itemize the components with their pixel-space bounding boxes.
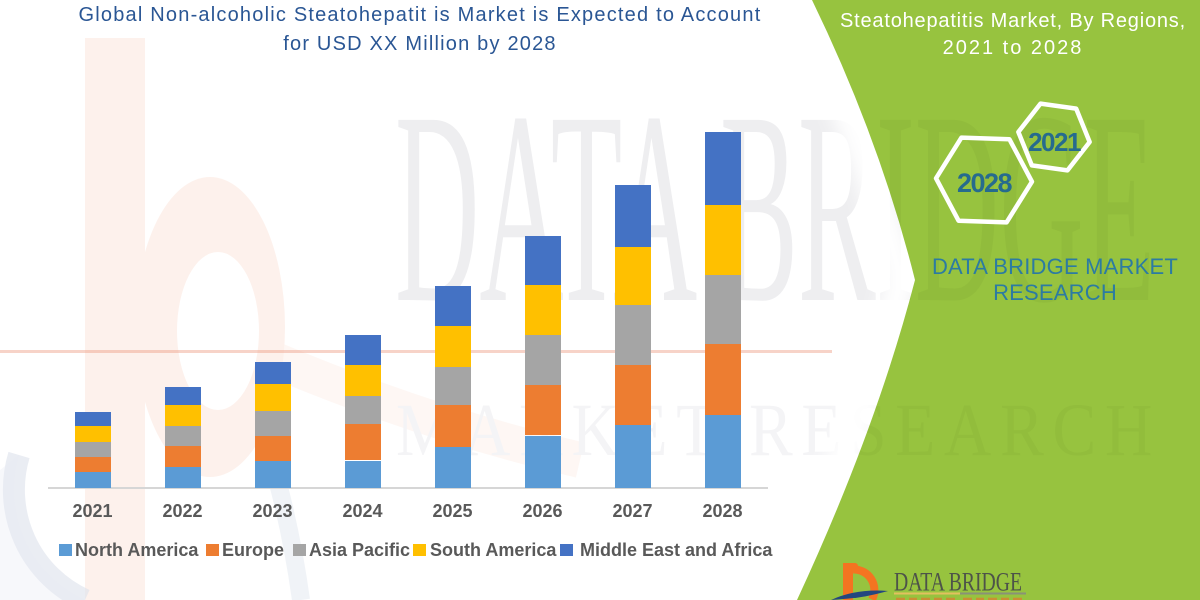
svg-text:DATA BRIDGE: DATA BRIDGE	[894, 568, 1022, 597]
